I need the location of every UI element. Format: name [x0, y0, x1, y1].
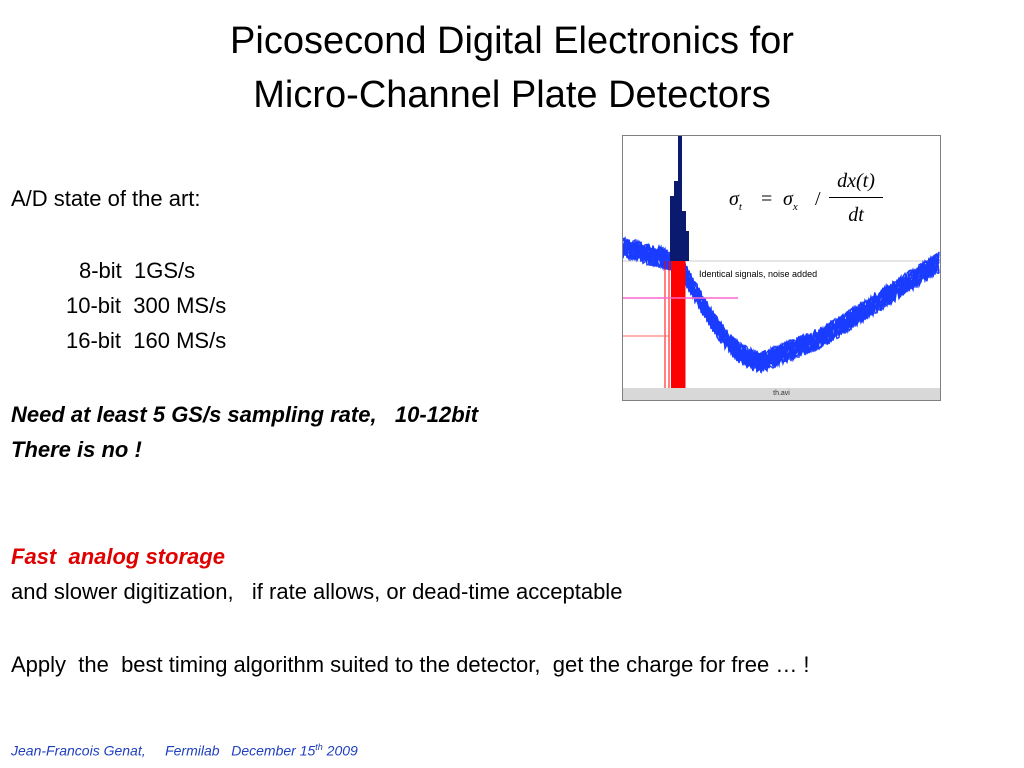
formula-denominator: dt: [848, 204, 864, 226]
figure-label: Identical signals, noise added: [699, 269, 818, 279]
ad-heading: A/D state of the art:: [11, 186, 201, 211]
footer: Jean-Francois Genat, Fermilab December 1…: [11, 742, 358, 759]
need-line: Need at least 5 GS/s sampling rate, 10-1…: [11, 402, 479, 427]
there-is-no-line: There is no !: [11, 437, 142, 462]
histogram-bar: [682, 211, 686, 261]
formula-sigma-x: σx: [783, 188, 798, 213]
spec-rate: 160 MS/s: [133, 328, 227, 353]
signal-figure: Identical signals, noise added σt = σx /…: [622, 135, 941, 401]
signal-plot: [623, 136, 940, 388]
slide-title: Picosecond Digital Electronics for Micro…: [0, 14, 1024, 122]
footer-date-suffix: th: [315, 742, 323, 752]
histogram-bar: [678, 136, 682, 261]
spec-rate: 300 MS/s: [133, 293, 227, 318]
apply-line: Apply the best timing algorithm suited t…: [11, 652, 810, 677]
fast-storage-line: Fast analog storage: [11, 544, 225, 569]
spec-item-0: 8-bit 1GS/s: [79, 253, 195, 289]
timing-histogram: [671, 261, 685, 388]
spec-item-1: 10-bit 300 MS/s: [66, 288, 226, 324]
formula-slash: /: [815, 188, 821, 210]
histogram-bar: [674, 181, 678, 261]
footer-year: 2009: [326, 742, 358, 759]
histogram: [670, 136, 689, 261]
spec-bits: 8-bit: [79, 258, 122, 283]
spec-bits: 10-bit: [66, 293, 122, 318]
timing-formula: σt = σx / dx(t) dt: [729, 170, 889, 230]
formula-bar: [829, 197, 883, 198]
formula-numerator: dx(t): [837, 170, 875, 192]
title-line-1: Picosecond Digital Electronics for: [230, 20, 794, 62]
footer-date: December 15: [231, 742, 316, 759]
spec-bits: 16-bit: [66, 328, 122, 353]
figure-caption: th.avi: [623, 388, 940, 400]
footer-author: Jean-Francois Genat,: [11, 742, 146, 759]
spec-rate: 1GS/s: [134, 258, 196, 283]
formula-sigma-t: σt: [729, 188, 742, 213]
footer-lab: Fermilab: [165, 742, 220, 759]
formula-equals: =: [761, 188, 773, 210]
title-line-2: Micro-Channel Plate Detectors: [253, 74, 771, 116]
histogram-bar: [670, 196, 674, 261]
spec-item-2: 16-bit 160 MS/s: [66, 323, 226, 359]
histogram-bar: [686, 231, 689, 261]
slower-digitization-line: and slower digitization, if rate allows,…: [11, 579, 623, 604]
